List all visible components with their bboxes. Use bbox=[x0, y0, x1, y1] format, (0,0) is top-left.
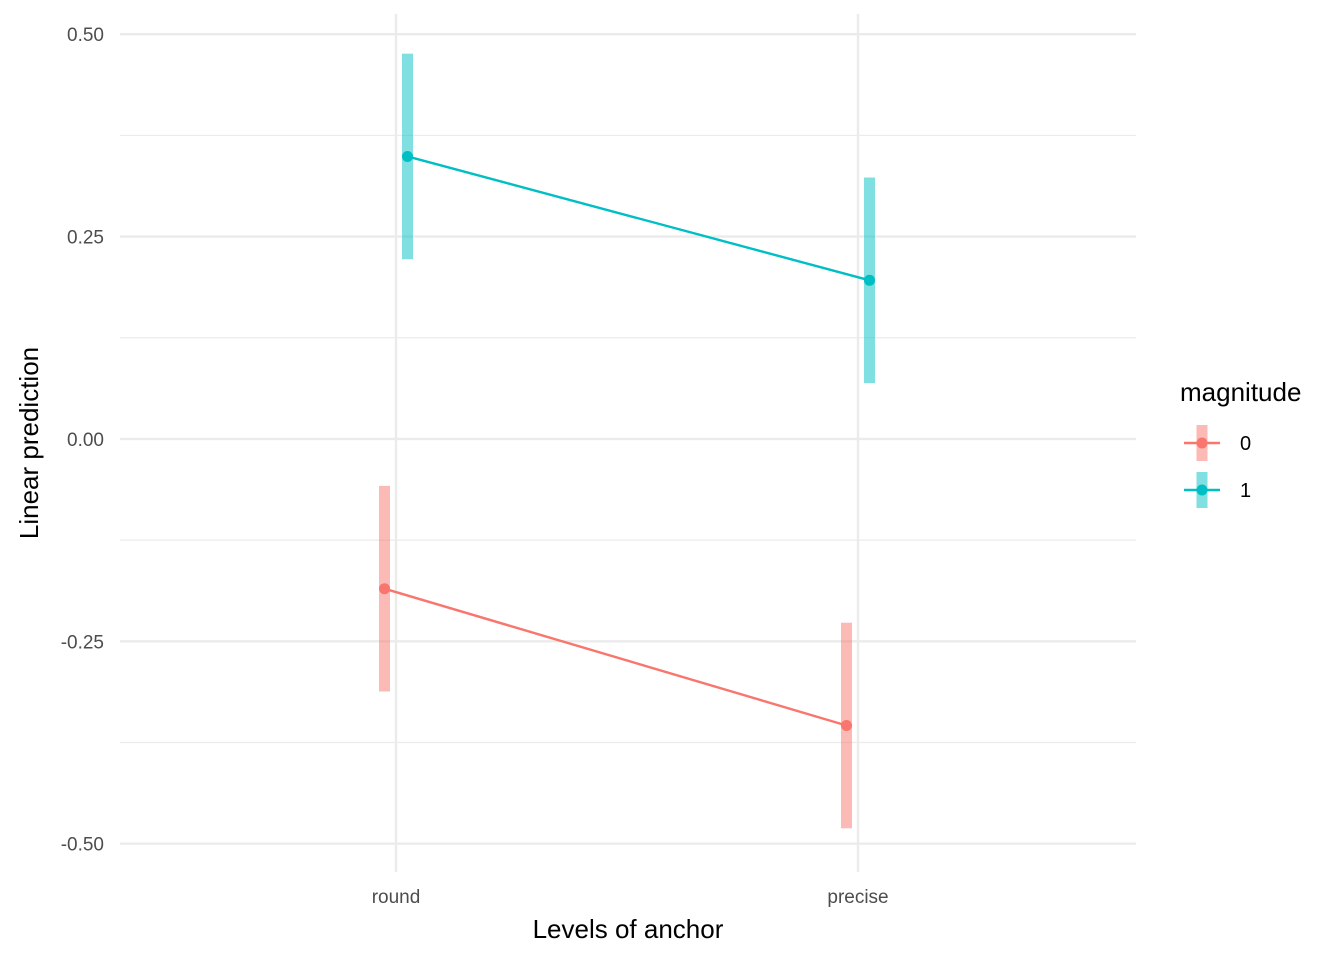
y-tick-label: -0.25 bbox=[61, 632, 104, 653]
y-tick-label: -0.50 bbox=[61, 835, 104, 856]
y-tick-label: 0.25 bbox=[67, 228, 104, 249]
y-tick-label: 0.00 bbox=[67, 430, 104, 451]
series-line-1 bbox=[407, 155, 870, 282]
x-axis-title: Levels of anchor bbox=[533, 914, 724, 944]
x-tick-label: round bbox=[372, 887, 421, 908]
legend-title: magnitude bbox=[1180, 377, 1301, 407]
data-point-series-1 bbox=[402, 150, 413, 162]
legend-key-point-1 bbox=[1196, 484, 1208, 496]
minor-gridlines bbox=[120, 134, 1136, 744]
data-point-series-0 bbox=[379, 583, 390, 595]
legend-label-0: 0 bbox=[1240, 433, 1251, 455]
y-tick-label: 0.50 bbox=[67, 25, 104, 46]
x-tick-label: precise bbox=[827, 887, 888, 908]
legend-label-1: 1 bbox=[1240, 480, 1251, 502]
data-point-series-0 bbox=[841, 719, 852, 731]
series-line-0 bbox=[384, 587, 847, 727]
plot-marks bbox=[379, 53, 875, 829]
y-axis-title: Linear prediction bbox=[14, 347, 44, 539]
legend-items: 01 bbox=[1184, 425, 1251, 508]
y-axis-ticks: -0.50 -0.25 0.00 0.25 0.50 bbox=[61, 25, 104, 855]
data-point-series-1 bbox=[864, 274, 875, 286]
legend: magnitude 01 bbox=[1180, 377, 1301, 508]
x-axis-ticks: round precise bbox=[372, 887, 889, 908]
legend-key-point-0 bbox=[1196, 437, 1208, 449]
major-gridlines bbox=[120, 14, 1136, 872]
